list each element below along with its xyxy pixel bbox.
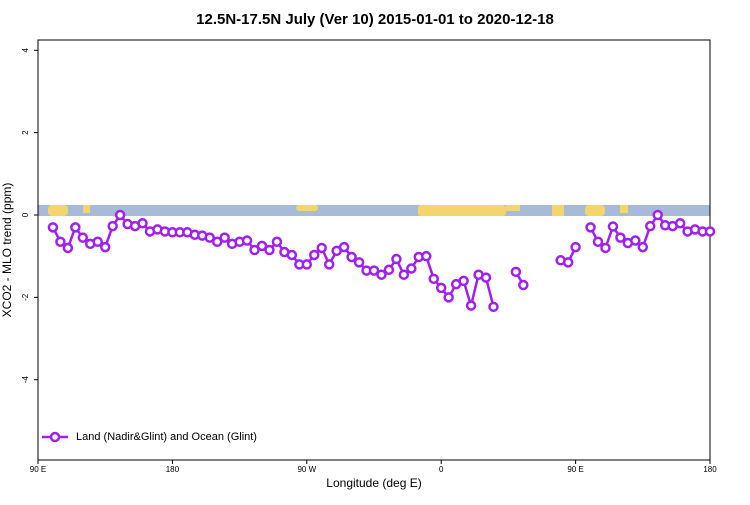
data-point: [406, 263, 417, 274]
data-point: [570, 241, 581, 253]
data-point: [600, 242, 611, 254]
x-tick-label: 0: [439, 465, 444, 474]
data-point: [607, 221, 619, 232]
data-point: [338, 241, 350, 253]
data-point: [346, 251, 357, 263]
legend: Land (Nadir&Glint) and Ocean (Glint): [42, 431, 257, 443]
data-point: [421, 250, 432, 262]
data-point: [99, 241, 111, 253]
data-point: [316, 242, 327, 254]
data-point: [480, 272, 492, 283]
data-point: [391, 253, 402, 265]
y-tick-label: -2: [21, 293, 30, 301]
data-point: [368, 265, 380, 276]
map-strip: [38, 205, 710, 216]
data-point: [458, 275, 469, 287]
data-point: [615, 232, 626, 243]
data-point: [510, 266, 522, 278]
data-point: [518, 279, 529, 291]
data-point: [211, 236, 223, 248]
data-point: [465, 300, 477, 311]
data-point: [77, 232, 89, 243]
data-point: [70, 222, 81, 233]
data-point: [645, 220, 656, 232]
data-point: [55, 236, 66, 248]
data-point: [62, 242, 74, 254]
data-point: [398, 269, 410, 280]
y-tick-label: 4: [21, 48, 30, 53]
series-line: [51, 212, 710, 311]
data-point: [219, 232, 230, 243]
data-point: [114, 209, 126, 221]
data-point: [256, 240, 268, 252]
y-tick-label: -4: [21, 376, 30, 384]
data-point: [630, 235, 641, 246]
data-point: [107, 220, 118, 232]
data-point: [323, 259, 335, 270]
data-point: [204, 232, 215, 243]
data-point: [286, 249, 298, 261]
data-point: [585, 222, 596, 233]
data-point: [562, 257, 574, 268]
y-axis-label: XCO2 - MLO trend (ppm): [0, 183, 14, 318]
data-point: [271, 236, 283, 248]
y-tick-label: 0: [21, 212, 30, 217]
data-point: [249, 244, 260, 256]
x-tick-label: 90 W: [297, 465, 316, 474]
y-tick-label: 2: [21, 130, 30, 135]
data-point: [488, 301, 499, 313]
data-point: [309, 249, 320, 261]
data-point: [264, 244, 275, 256]
x-tick-label: 90 E: [567, 465, 583, 474]
data-point: [704, 226, 716, 237]
x-tick-label: 90 E: [30, 465, 46, 474]
legend-label: Land (Nadir&Glint) and Ocean (Glint): [76, 431, 257, 443]
data-point: [137, 217, 148, 229]
data-point: [428, 273, 439, 285]
data-point: [443, 292, 454, 303]
data-point: [652, 209, 663, 221]
chart-title: 12.5N-17.5N July (Ver 10) 2015-01-01 to …: [196, 11, 554, 28]
data-point: [592, 236, 604, 248]
data-point: [92, 236, 103, 248]
data-point: [241, 235, 253, 246]
data-point: [47, 222, 59, 233]
data-point: [383, 264, 395, 276]
data-point: [637, 241, 649, 253]
data-point: [674, 217, 686, 229]
plot-frame: [37, 39, 711, 461]
data-point: [376, 269, 387, 280]
data-point: [301, 259, 313, 270]
data-point: [353, 257, 365, 268]
x-tick-label: 180: [166, 465, 180, 474]
data-point: [435, 282, 447, 294]
x-axis-label: Longitude (deg E): [326, 476, 421, 490]
x-tick-label: 180: [703, 465, 717, 474]
